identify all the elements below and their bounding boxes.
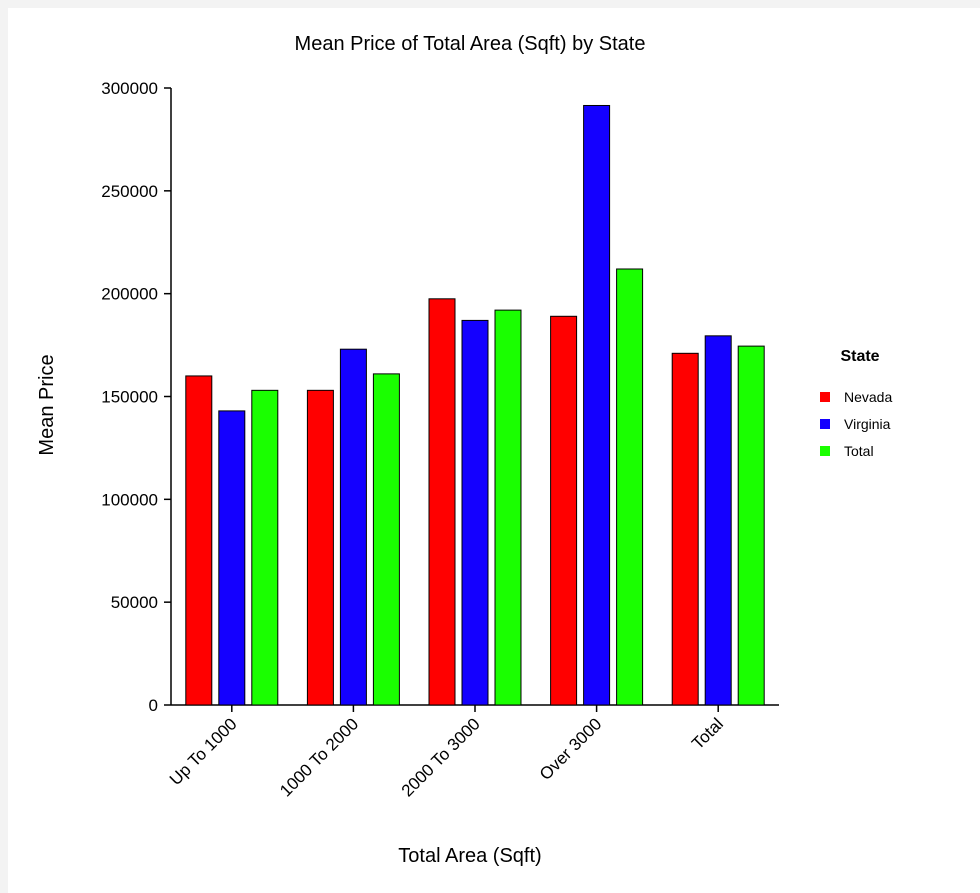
y-tick-label: 300000 bbox=[101, 79, 158, 98]
y-axis-title: Mean Price bbox=[36, 354, 58, 455]
legend-swatch-total bbox=[820, 446, 830, 456]
y-tick-label: 50000 bbox=[111, 593, 158, 612]
legend-label-total: Total bbox=[844, 443, 874, 459]
bar-nevada-3 bbox=[428, 298, 456, 706]
x-tick-label: 2000 To 3000 bbox=[398, 714, 484, 800]
bar-virginia-3 bbox=[461, 319, 489, 706]
bar-chart: Mean Price of Total Area (Sqft) by State… bbox=[36, 33, 892, 867]
bar-nevada-4 bbox=[550, 315, 578, 706]
y-axis-ticks: 0 50000 100000 150000 200000 250000 300000 bbox=[101, 79, 171, 715]
x-tick-label: Over 3000 bbox=[536, 714, 606, 784]
y-tick-label: 0 bbox=[149, 696, 158, 715]
legend-swatch-virginia bbox=[820, 419, 830, 429]
x-tick-label: 1000 To 2000 bbox=[276, 714, 362, 800]
legend-label-nevada: Nevada bbox=[844, 389, 892, 405]
x-axis-ticks: Up To 1000 1000 To 2000 2000 To 3000 Over 3… bbox=[166, 705, 727, 800]
bar-total-4 bbox=[616, 268, 644, 706]
legend-swatch-nevada bbox=[820, 392, 830, 402]
bar-nevada-1 bbox=[185, 375, 213, 706]
y-tick-label: 200000 bbox=[101, 285, 158, 304]
bar-nevada-2 bbox=[306, 389, 334, 706]
x-axis-title: Total Area (Sqft) bbox=[398, 845, 541, 867]
legend: State Nevada Virginia Total bbox=[820, 348, 892, 459]
x-tick-label: Up To 1000 bbox=[166, 714, 241, 789]
y-tick-label: 250000 bbox=[101, 182, 158, 201]
x-tick-label: Total bbox=[688, 714, 727, 753]
legend-label-virginia: Virginia bbox=[844, 416, 891, 432]
chart-frame: Mean Price of Total Area (Sqft) by State… bbox=[8, 8, 980, 893]
y-tick-label: 100000 bbox=[101, 490, 158, 509]
bar-total-2 bbox=[372, 373, 400, 706]
bar-total-5 bbox=[737, 345, 765, 706]
chart-title: Mean Price of Total Area (Sqft) by State bbox=[295, 33, 646, 55]
legend-title: State bbox=[840, 348, 879, 365]
bar-total-1 bbox=[251, 389, 279, 706]
bar-virginia-5 bbox=[704, 335, 732, 706]
y-tick-label: 150000 bbox=[101, 388, 158, 407]
bar-virginia-1 bbox=[218, 410, 246, 706]
bars-group bbox=[185, 104, 765, 706]
bar-nevada-5 bbox=[671, 352, 699, 706]
bar-total-3 bbox=[494, 309, 522, 706]
bar-virginia-2 bbox=[339, 348, 367, 706]
bar-virginia-4 bbox=[583, 104, 611, 706]
